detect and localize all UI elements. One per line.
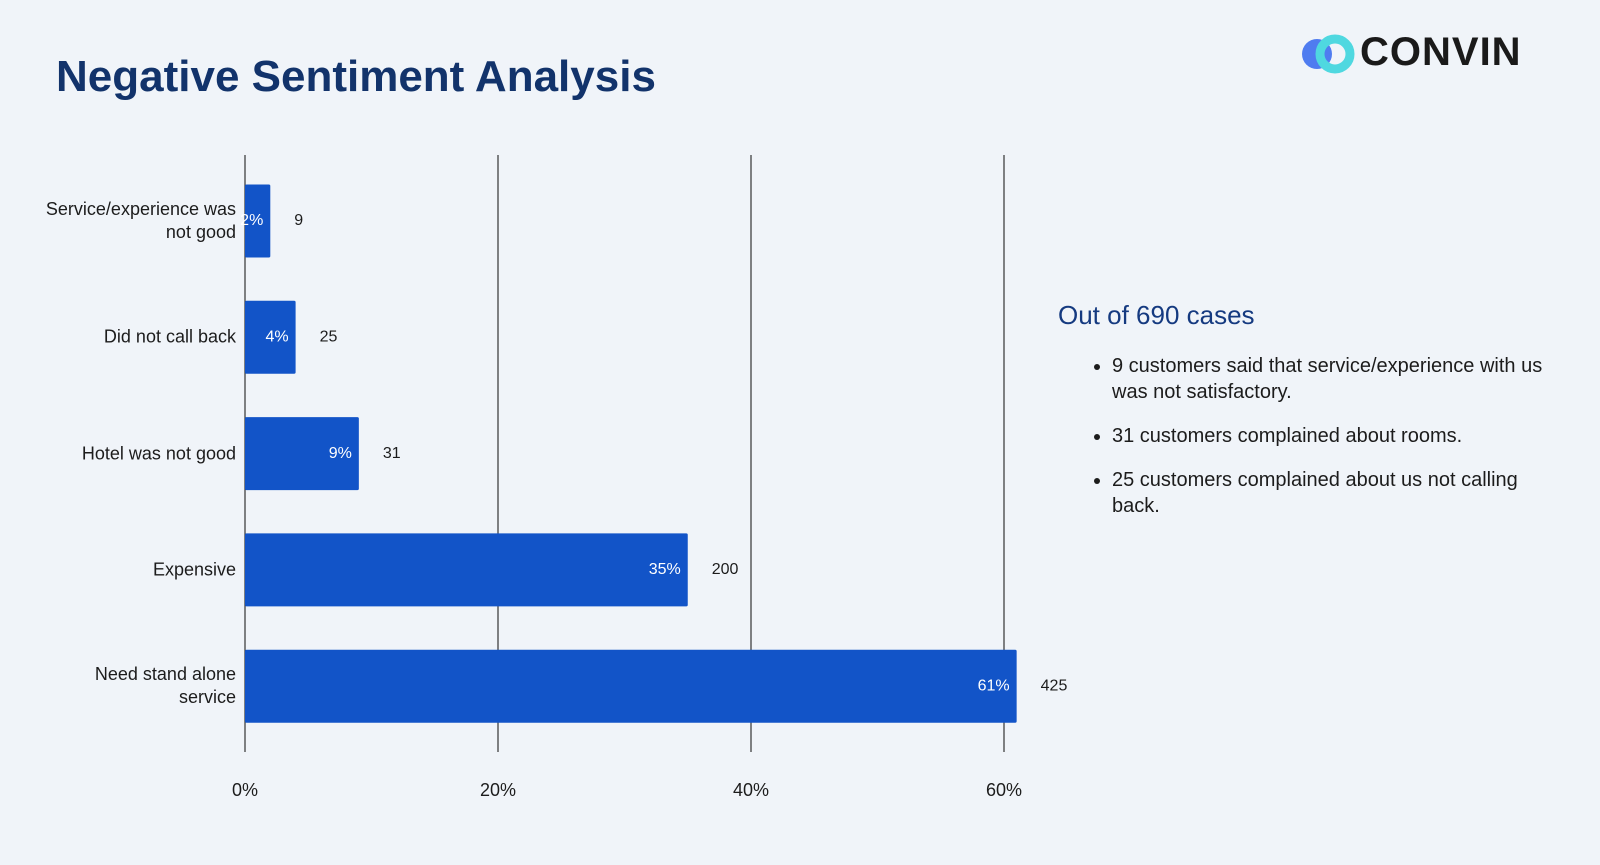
value-label: 35% (649, 561, 681, 578)
category-label: Hotel was not good (81, 443, 236, 464)
category-label: Need stand alone service (94, 664, 236, 708)
category-label: Did not call back (103, 326, 236, 347)
bar (245, 300, 296, 374)
x-tick-label: 60% (986, 780, 1022, 800)
count-label: 25 (320, 329, 338, 346)
value-label: 61% (978, 677, 1010, 694)
bar (245, 533, 688, 607)
category-label: Service/experience was not good (45, 199, 236, 242)
value-label: 9% (329, 445, 352, 462)
bar (245, 184, 271, 258)
bar (245, 417, 359, 491)
count-label: 9 (294, 212, 303, 229)
x-tick-label: 20% (480, 780, 516, 800)
chart-title: Negative Sentiment Analysis (56, 52, 656, 101)
notes: Out of 690 cases 9 customers said that s… (1058, 300, 1558, 537)
count-label: 31 (383, 445, 401, 462)
bar (245, 649, 1017, 723)
notes-list: 9 customers said that service/experience… (1058, 353, 1558, 519)
category-label: Expensive (152, 559, 236, 580)
logo-ring (1315, 34, 1355, 74)
count-label: 425 (1041, 677, 1068, 694)
logo (1302, 34, 1355, 74)
note-item: 9 customers said that service/experience… (1112, 353, 1558, 405)
value-label: 4% (265, 329, 288, 346)
notes-title: Out of 690 cases (1058, 300, 1255, 330)
note-item: 25 customers complained about us not cal… (1112, 467, 1558, 519)
x-tick-label: 40% (733, 780, 769, 800)
brand: CONVIN (1360, 30, 1522, 74)
note-item: 31 customers complained about rooms. (1112, 423, 1558, 449)
value-label: 2% (240, 212, 263, 229)
count-label: 200 (712, 561, 739, 578)
x-tick-label: 0% (232, 780, 258, 800)
